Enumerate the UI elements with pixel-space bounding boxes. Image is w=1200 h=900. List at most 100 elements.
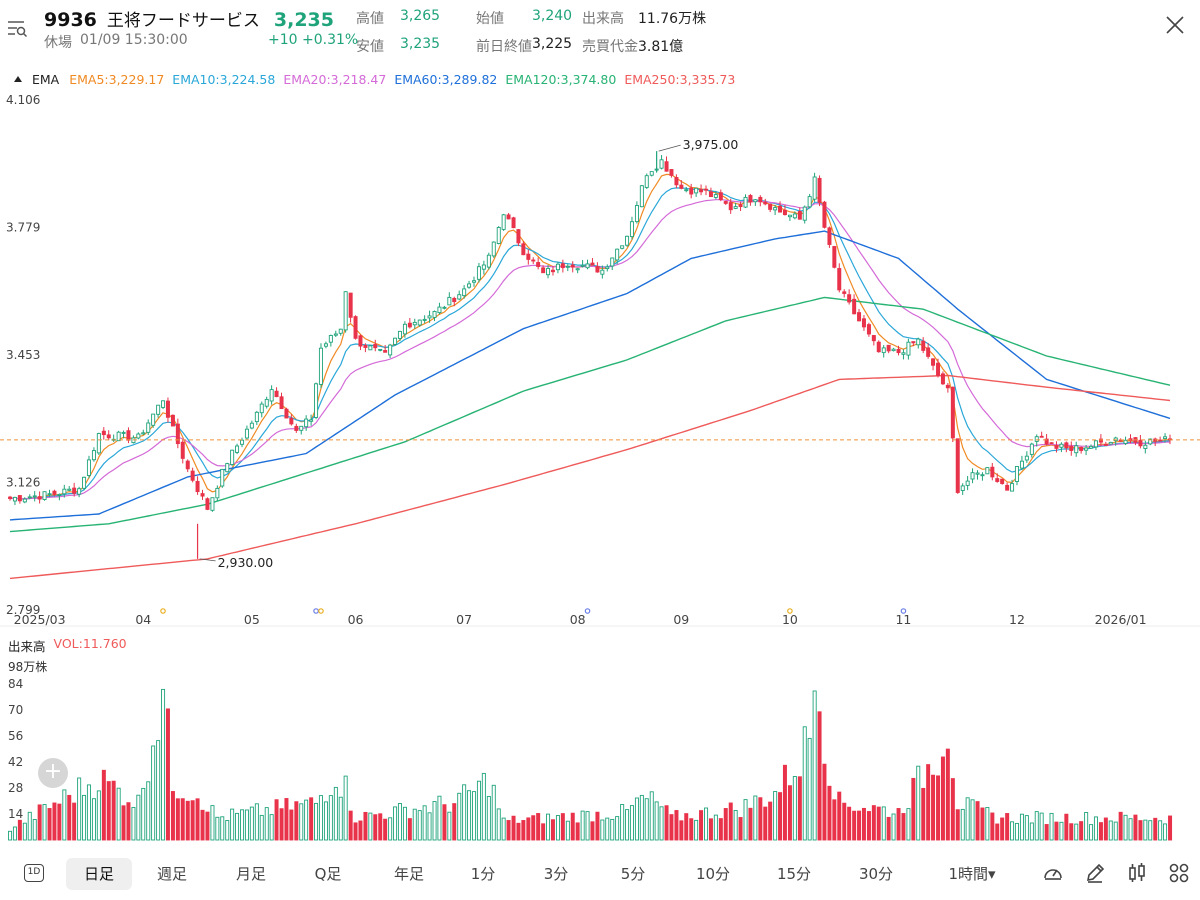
timeframe-tab[interactable]: 1分	[470, 865, 496, 883]
volume-bar	[457, 792, 462, 841]
candle-body	[481, 264, 486, 270]
stock-code: 9936	[44, 9, 97, 31]
volume-bar	[1163, 823, 1168, 841]
candle-body	[235, 445, 240, 453]
volume-bar	[1039, 812, 1044, 841]
candle-body	[738, 204, 743, 208]
candle-body	[965, 480, 970, 486]
candle-body	[940, 373, 945, 385]
time-tick-label: 10	[782, 612, 798, 627]
volume-bar	[896, 808, 901, 841]
volume-bar	[32, 819, 37, 841]
volume-bar	[294, 801, 299, 841]
volume-bar	[546, 813, 551, 841]
grid-icon[interactable]	[1168, 862, 1190, 884]
candle-body	[555, 263, 560, 271]
volume-bar	[595, 811, 600, 841]
price-volume-chart[interactable]: 3,975.00 2,930.00 4.106 3.779 3.453 3.126 2.79…	[0, 88, 1200, 852]
volume-bar	[787, 785, 792, 841]
candle-style-icon[interactable]	[1126, 862, 1148, 884]
candle-body	[1054, 445, 1059, 449]
volume-bar	[170, 791, 175, 841]
volume-bar	[600, 819, 605, 841]
time-tick-label: 09	[673, 612, 689, 627]
volume-bar	[713, 814, 718, 841]
candle-body	[782, 209, 787, 216]
close-icon[interactable]	[1164, 14, 1186, 36]
candle-body	[259, 403, 264, 414]
market-datetime: 01/09 15:30:00	[80, 32, 188, 48]
timeframe-tab[interactable]: 日足	[66, 858, 132, 890]
collapse-triangle-icon[interactable]	[12, 73, 24, 85]
volume-bar	[625, 809, 630, 841]
volume-bar	[649, 791, 654, 841]
candle-body	[926, 347, 931, 357]
candle-body	[486, 254, 491, 268]
candle-body	[1079, 446, 1084, 451]
volume-bar	[659, 806, 664, 841]
timeframe-tab[interactable]: 3分	[543, 865, 569, 883]
volume-bar	[393, 806, 398, 841]
candle-body	[67, 488, 72, 491]
candle-body	[328, 335, 333, 343]
pencil-icon[interactable]	[1084, 862, 1106, 884]
add-indicator-button[interactable]: +	[38, 758, 68, 788]
volume-bar	[842, 802, 847, 841]
candle-body	[447, 296, 452, 306]
volume-bar	[1123, 814, 1128, 841]
volume-bar	[1093, 816, 1098, 841]
volume-bar	[378, 813, 383, 841]
timeframe-tab[interactable]: 年足	[393, 865, 424, 883]
candle-body	[718, 192, 723, 201]
timeframe-tab[interactable]: 5分	[620, 865, 646, 883]
timeframe-tab[interactable]: Q足	[314, 865, 342, 883]
volume-bar	[1118, 811, 1123, 841]
candle-body	[689, 187, 694, 195]
volume-bar	[511, 815, 516, 841]
timeframe-tab[interactable]: 1時間▾	[948, 865, 996, 883]
menu-search-icon[interactable]	[6, 16, 28, 40]
candle-body	[1059, 443, 1064, 448]
volume-bar	[871, 805, 876, 841]
volume-bar	[620, 804, 625, 841]
ema-legend: EMA EMA5:3,229.17 EMA10:3,224.58 EMA20:3,2…	[12, 70, 735, 88]
candle-body	[284, 408, 289, 419]
candle-body	[472, 280, 477, 283]
volume-bar	[151, 745, 156, 841]
timeframe-tab[interactable]: 30分	[858, 865, 894, 883]
candle-body	[679, 184, 684, 189]
volume-bar	[950, 778, 955, 841]
ema-legend-item: EMA5:3,229.17	[69, 71, 165, 87]
candle-body	[812, 176, 817, 200]
candle-body	[723, 201, 728, 204]
volume-bar	[131, 807, 136, 841]
candle-body	[383, 350, 388, 353]
candle-body	[669, 169, 674, 176]
volume-bar	[792, 776, 797, 841]
candle-body	[1044, 438, 1049, 445]
candle-body	[146, 422, 151, 433]
candle-body	[1113, 437, 1118, 442]
candle-body	[916, 338, 921, 346]
ema20-line	[9, 199, 1171, 500]
candle-body	[797, 211, 802, 220]
volume-bar	[516, 822, 521, 841]
timeframe-tab[interactable]: 10分	[695, 865, 731, 883]
ema60-line	[9, 230, 1171, 521]
timeframe-tab[interactable]: 月足	[235, 865, 266, 883]
speedometer-icon[interactable]	[1042, 862, 1064, 884]
candle-body	[847, 294, 852, 303]
candle-body	[708, 191, 713, 198]
volume-bar	[575, 822, 580, 841]
volume-bar	[1143, 819, 1148, 841]
volume-bar	[486, 796, 491, 841]
timeframe-tab[interactable]: 15分	[776, 865, 812, 883]
timeframe-icon[interactable]: 1D	[24, 864, 44, 882]
candle-body	[960, 485, 965, 491]
candle-body	[304, 418, 309, 428]
candle-body	[91, 450, 96, 461]
volume-bar	[590, 821, 595, 841]
candle-body	[299, 425, 304, 431]
volume-bar	[314, 802, 319, 841]
timeframe-tab[interactable]: 週足	[156, 865, 187, 883]
